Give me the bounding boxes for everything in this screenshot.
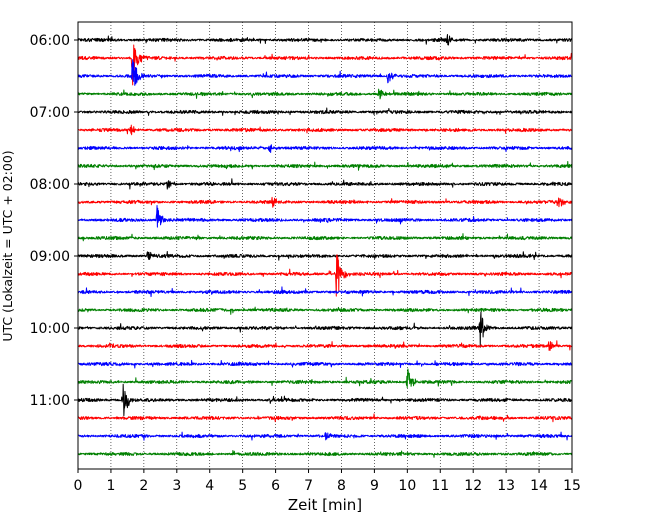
y-tick-label: 07:00: [30, 105, 70, 121]
x-axis-label: Zeit [min]: [288, 496, 362, 514]
x-tick-label: 2: [139, 478, 148, 494]
trace-0915: [77, 254, 573, 297]
x-tick-label: 7: [304, 478, 313, 494]
x-tick-label: 10: [398, 478, 416, 494]
trace-0945: [77, 306, 573, 315]
trace-0615: [77, 44, 573, 86]
x-tick-label: 9: [370, 478, 379, 494]
seismogram-traces: [77, 34, 573, 458]
x-tick-label: 5: [238, 478, 247, 494]
trace-1045: [77, 368, 573, 389]
trace-0830: [77, 205, 573, 228]
x-tick-label: 15: [563, 478, 581, 494]
x-tick-label: 11: [431, 478, 449, 494]
trace-0845: [77, 233, 573, 242]
y-tick-label: 10:00: [30, 321, 70, 337]
x-tick-label: 1: [106, 478, 115, 494]
trace-1130: [77, 431, 573, 441]
y-axis-label: UTC (Lokalzeit = UTC + 02:00): [0, 150, 15, 341]
y-axis-ticks: 06:00 07:00 08:00 09:00 10:00 11:00: [30, 33, 78, 409]
trace-1100: [77, 383, 573, 417]
trace-0800: [77, 178, 573, 190]
x-tick-label: 0: [74, 478, 83, 494]
y-tick-label: 08:00: [30, 177, 70, 193]
trace-0600: [77, 34, 573, 46]
trace-1015: [77, 340, 573, 351]
x-tick-label: 12: [464, 478, 482, 494]
y-tick-label: 06:00: [30, 33, 70, 49]
trace-0745: [77, 160, 573, 171]
vertical-grid: [110, 22, 540, 469]
x-tick-label: 4: [205, 478, 214, 494]
y-tick-label: 11:00: [30, 393, 70, 409]
x-tick-label: 8: [337, 478, 346, 494]
x-tick-label: 6: [271, 478, 280, 494]
plot-frame: [77, 21, 573, 470]
trace-0730: [77, 144, 573, 153]
trace-1145: [77, 449, 573, 458]
x-tick-label: 3: [172, 478, 181, 494]
trace-0630: [77, 59, 573, 86]
trace-0700: [77, 107, 573, 116]
x-axis-ticks: 0 1 2 3 4 5 6 7 8 9 10 11 12 13 14 15: [74, 469, 581, 494]
trace-1030: [77, 359, 573, 369]
trace-0815: [77, 196, 573, 208]
trace-0930: [77, 286, 573, 298]
x-tick-label: 13: [497, 478, 515, 494]
trace-0900: [77, 250, 573, 261]
y-tick-label: 09:00: [30, 249, 70, 265]
trace-0645: [77, 88, 573, 100]
trace-1000: [77, 311, 573, 348]
x-tick-label: 14: [530, 478, 548, 494]
trace-0715: [77, 124, 573, 136]
trace-1115: [77, 413, 573, 423]
